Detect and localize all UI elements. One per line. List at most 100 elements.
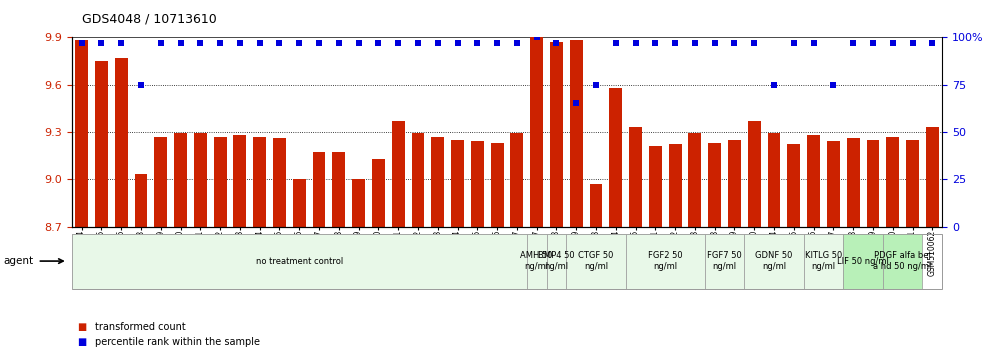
Bar bbox=[668, 144, 681, 227]
Bar bbox=[174, 133, 187, 227]
Text: transformed count: transformed count bbox=[95, 322, 185, 332]
Point bbox=[232, 40, 248, 46]
Bar bbox=[411, 133, 424, 227]
Bar bbox=[372, 159, 384, 227]
Text: LIF 50 ng/ml: LIF 50 ng/ml bbox=[838, 257, 889, 266]
Text: PDGF alfa bet
a hd 50 ng/ml: PDGF alfa bet a hd 50 ng/ml bbox=[873, 251, 932, 271]
Bar bbox=[451, 140, 464, 227]
Point bbox=[726, 40, 742, 46]
Bar bbox=[610, 88, 622, 227]
Bar bbox=[154, 137, 167, 227]
Point bbox=[826, 82, 842, 87]
Point bbox=[707, 40, 723, 46]
Text: ■: ■ bbox=[77, 322, 86, 332]
Bar bbox=[625, 234, 705, 289]
Bar bbox=[649, 146, 661, 227]
Point bbox=[687, 40, 703, 46]
Point bbox=[846, 40, 862, 46]
Bar bbox=[847, 138, 860, 227]
Text: FGF2 50
ng/ml: FGF2 50 ng/ml bbox=[648, 251, 682, 271]
Point bbox=[608, 40, 623, 46]
Point bbox=[509, 40, 525, 46]
Bar bbox=[134, 175, 147, 227]
Point bbox=[786, 40, 802, 46]
Point bbox=[904, 40, 920, 46]
Bar bbox=[844, 234, 882, 289]
Bar bbox=[491, 143, 504, 227]
Bar bbox=[471, 141, 484, 227]
Text: percentile rank within the sample: percentile rank within the sample bbox=[95, 337, 260, 347]
Point bbox=[549, 40, 565, 46]
Point bbox=[588, 82, 604, 87]
Point bbox=[311, 40, 327, 46]
Text: FGF7 50
ng/ml: FGF7 50 ng/ml bbox=[707, 251, 742, 271]
Point bbox=[272, 40, 288, 46]
Point bbox=[924, 40, 940, 46]
Bar bbox=[882, 234, 922, 289]
Bar bbox=[194, 133, 207, 227]
Point bbox=[746, 40, 762, 46]
Point bbox=[212, 40, 228, 46]
Bar bbox=[253, 137, 266, 227]
Bar bbox=[788, 144, 800, 227]
Bar bbox=[768, 133, 781, 227]
Point bbox=[192, 40, 208, 46]
Point bbox=[152, 40, 168, 46]
Bar bbox=[72, 234, 527, 289]
Bar bbox=[353, 179, 365, 227]
Text: GDS4048 / 10713610: GDS4048 / 10713610 bbox=[82, 12, 216, 25]
Point bbox=[469, 40, 485, 46]
Point bbox=[410, 40, 426, 46]
Bar bbox=[906, 140, 919, 227]
Bar bbox=[688, 133, 701, 227]
Bar bbox=[527, 234, 547, 289]
Bar bbox=[827, 141, 840, 227]
Bar bbox=[293, 179, 306, 227]
Point bbox=[114, 40, 129, 46]
Bar bbox=[95, 61, 108, 227]
Bar bbox=[926, 127, 939, 227]
Bar bbox=[75, 40, 88, 227]
Text: CTGF 50
ng/ml: CTGF 50 ng/ml bbox=[579, 251, 614, 271]
Bar bbox=[886, 137, 899, 227]
Bar bbox=[744, 234, 804, 289]
Point bbox=[529, 34, 545, 40]
Bar bbox=[708, 143, 721, 227]
Point bbox=[627, 40, 643, 46]
Point bbox=[74, 40, 90, 46]
Bar bbox=[273, 138, 286, 227]
Bar bbox=[510, 133, 523, 227]
Text: KITLG 50
ng/ml: KITLG 50 ng/ml bbox=[805, 251, 843, 271]
Bar bbox=[233, 135, 246, 227]
Bar bbox=[550, 42, 563, 227]
Bar bbox=[570, 40, 583, 227]
Bar bbox=[313, 152, 326, 227]
Bar bbox=[748, 121, 761, 227]
Point bbox=[371, 40, 386, 46]
Bar bbox=[530, 24, 543, 227]
Point bbox=[865, 40, 880, 46]
Text: ■: ■ bbox=[77, 337, 86, 347]
Bar bbox=[728, 140, 741, 227]
Bar bbox=[214, 137, 226, 227]
Point bbox=[806, 40, 822, 46]
Bar bbox=[807, 135, 820, 227]
Point bbox=[884, 40, 900, 46]
Text: AMH 50
ng/ml: AMH 50 ng/ml bbox=[520, 251, 553, 271]
Point bbox=[94, 40, 110, 46]
Bar bbox=[705, 234, 744, 289]
Point bbox=[133, 82, 149, 87]
Point bbox=[766, 82, 782, 87]
Bar bbox=[391, 121, 404, 227]
Point bbox=[569, 101, 585, 106]
Point bbox=[449, 40, 465, 46]
Point bbox=[390, 40, 406, 46]
Bar bbox=[333, 152, 346, 227]
Bar bbox=[590, 184, 603, 227]
Text: no treatment control: no treatment control bbox=[256, 257, 343, 266]
Bar bbox=[431, 137, 444, 227]
Point bbox=[489, 40, 505, 46]
Bar bbox=[867, 140, 879, 227]
Point bbox=[291, 40, 307, 46]
Text: agent: agent bbox=[3, 256, 33, 266]
